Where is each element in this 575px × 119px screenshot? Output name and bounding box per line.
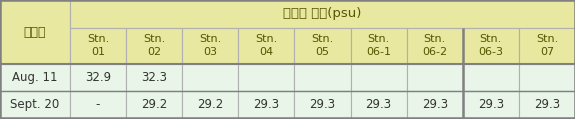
Text: 29.3: 29.3 (421, 98, 448, 111)
Text: 29.2: 29.2 (141, 98, 167, 111)
Text: Stn.: Stn. (87, 34, 109, 44)
Text: 32.9: 32.9 (85, 71, 111, 84)
Text: 07: 07 (540, 47, 554, 57)
Bar (126, 28, 182, 64)
Bar (463, 64, 519, 91)
Text: 29.3: 29.3 (309, 98, 336, 111)
Text: 29.3: 29.3 (534, 98, 560, 111)
Bar (238, 28, 294, 64)
Text: Stn.: Stn. (536, 34, 558, 44)
Text: 32.3: 32.3 (141, 71, 167, 84)
Text: 02: 02 (147, 47, 161, 57)
Bar (294, 91, 351, 118)
Bar (238, 91, 294, 118)
Bar (463, 28, 519, 64)
Bar (519, 91, 575, 118)
Bar (126, 64, 182, 91)
Text: Stn.: Stn. (199, 34, 221, 44)
Bar (70, 28, 126, 64)
Text: 05: 05 (316, 47, 329, 57)
Text: 04: 04 (259, 47, 274, 57)
Bar (351, 28, 407, 64)
Text: Stn.: Stn. (424, 34, 446, 44)
Bar (294, 28, 351, 64)
Bar (294, 64, 351, 91)
Text: 01: 01 (91, 47, 105, 57)
Bar (182, 91, 238, 118)
Text: 29.2: 29.2 (197, 98, 224, 111)
Bar (182, 28, 238, 64)
Text: Aug. 11: Aug. 11 (12, 71, 58, 84)
Bar (126, 91, 182, 118)
Bar (70, 64, 126, 91)
Text: Stn.: Stn. (143, 34, 165, 44)
Bar (519, 64, 575, 91)
Bar (70, 91, 126, 118)
Text: 29.3: 29.3 (254, 98, 279, 111)
Text: -: - (96, 98, 100, 111)
Text: 06-1: 06-1 (366, 47, 391, 57)
Text: 관측일: 관측일 (24, 25, 46, 39)
Bar (519, 28, 575, 64)
Bar (407, 91, 463, 118)
Bar (407, 64, 463, 91)
Bar (407, 28, 463, 64)
Text: Stn.: Stn. (367, 34, 390, 44)
Text: Stn.: Stn. (312, 34, 334, 44)
Bar (0, 91, 70, 118)
Text: Sept. 20: Sept. 20 (10, 98, 60, 111)
Bar (70, 0, 575, 28)
Bar (238, 64, 294, 91)
Bar (463, 91, 519, 118)
Text: Stn.: Stn. (255, 34, 278, 44)
Text: 29.3: 29.3 (478, 98, 504, 111)
Text: 06-2: 06-2 (422, 47, 447, 57)
Text: Stn.: Stn. (480, 34, 502, 44)
Bar (0, 0, 70, 64)
Bar (0, 64, 70, 91)
Text: 06-3: 06-3 (478, 47, 503, 57)
Bar (351, 91, 407, 118)
Text: 03: 03 (204, 47, 217, 57)
Bar (351, 64, 407, 91)
Text: 정점별 염분(psu): 정점별 염분(psu) (283, 7, 362, 20)
Bar (182, 64, 238, 91)
Text: 29.3: 29.3 (366, 98, 392, 111)
